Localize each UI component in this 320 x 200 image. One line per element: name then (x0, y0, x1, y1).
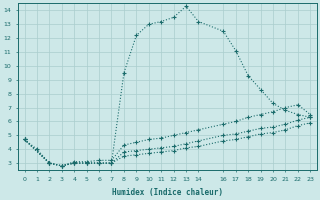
X-axis label: Humidex (Indice chaleur): Humidex (Indice chaleur) (112, 188, 223, 197)
